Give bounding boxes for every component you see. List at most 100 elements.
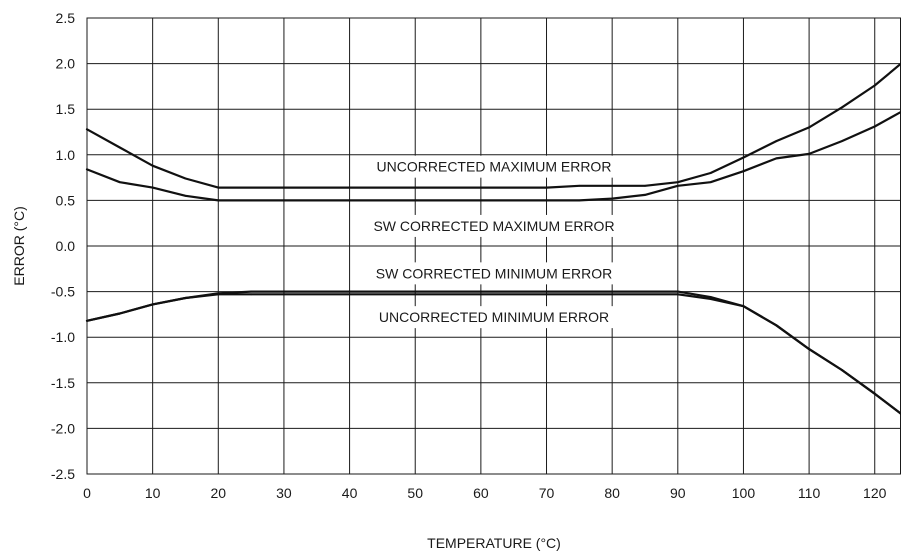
data-point [841,140,843,143]
data-point [283,290,285,293]
data-point [611,290,614,293]
data-point [348,293,351,296]
x-tick-label: 40 [342,485,358,501]
y-axis-title: ERROR (°C) [11,206,27,285]
annotation-background [370,155,618,178]
x-tick-label: 70 [539,485,555,501]
x-tick-label: 120 [863,485,887,501]
data-point [611,197,614,200]
data-point [348,290,351,293]
data-point [873,84,876,87]
data-point [86,168,88,171]
annotation-label: SW CORRECTED MINIMUM ERROR [376,265,612,281]
data-point [118,146,121,149]
y-tick-label: -0.5 [51,284,75,300]
data-point [479,293,482,296]
data-point [414,199,417,202]
x-tick-label: 30 [276,485,292,501]
y-tick-label: 1.5 [56,101,76,117]
data-point [873,392,876,395]
data-point [808,126,810,129]
data-point [479,199,482,202]
series-line [85,110,901,202]
series-1 [85,62,901,189]
annotation-label: UNCORRECTED MAXIMUM ERROR [377,159,612,175]
data-point [151,303,154,306]
x-tick-label: 20 [211,485,227,501]
x-tick-label: 50 [407,485,423,501]
data-point [118,181,121,184]
data-point [348,199,351,202]
data-point [283,199,285,202]
series-line [85,62,901,189]
x-axis-ticks: 0 10 20 30 40 50 60 70 80 90 100 110 120 [83,485,887,501]
y-tick-label: 1.0 [56,147,76,163]
x-axis-title: TEMPERATURE (°C) [427,535,561,551]
grid [86,17,901,475]
annotation-background [367,214,621,237]
data-point [775,140,778,143]
annotation: SW CORRECTED MINIMUM ERROR [369,262,619,285]
y-tick-label: -1.5 [51,375,75,391]
y-tick-label: -2.0 [51,420,75,436]
data-point [184,194,187,197]
data-point [217,199,220,202]
y-tick-label: -1.0 [51,329,75,345]
data-point [742,156,745,159]
series-4 [85,293,901,415]
data-point [742,305,745,308]
data-point [709,297,712,300]
data-point [742,170,745,173]
annotation-background [369,262,619,285]
x-tick-label: 0 [83,485,91,501]
series-layer [85,62,901,415]
data-point [151,164,154,167]
data-point [118,312,121,315]
y-tick-label: -2.5 [51,466,75,482]
data-point [479,186,482,189]
y-tick-label: 2.5 [56,10,76,26]
data-point [250,186,253,189]
annotation: UNCORRECTED MAXIMUM ERROR [370,155,618,178]
data-point [709,172,712,174]
data-point [250,293,253,296]
y-tick-label: 0.5 [56,192,76,208]
series-line [85,293,901,415]
data-point [709,296,712,298]
annotations: UNCORRECTED MAXIMUM ERROR SW CORRECTED MA… [367,155,621,329]
data-point [184,297,187,299]
data-point [676,290,679,293]
data-point [676,181,679,184]
data-point [676,184,679,187]
data-point [545,290,548,293]
data-point [611,293,614,296]
y-tick-label: 0.0 [56,238,76,254]
data-point [775,324,778,327]
annotation: SW CORRECTED MAXIMUM ERROR [367,214,621,237]
data-point [348,186,351,189]
data-point [184,177,187,180]
data-point [808,348,810,350]
annotation-background [372,306,616,329]
series-2 [85,110,901,202]
data-point [250,199,253,202]
data-point [217,186,220,189]
x-tick-label: 90 [670,485,686,501]
data-point [841,369,843,371]
data-point [709,181,712,184]
y-axis-ticks: 2.5 2.0 1.5 1.0 0.5 0.0 -0.5 -1.0 -1.5 -2.0 -2.5 [51,10,75,482]
data-point [578,199,581,202]
data-point [283,186,285,189]
data-point [545,186,548,189]
data-point [414,186,417,189]
x-tick-label: 110 [798,485,821,501]
data-point [578,184,581,187]
data-point [644,184,646,187]
x-tick-label: 10 [145,485,161,501]
data-point [86,319,88,322]
annotation-label: SW CORRECTED MAXIMUM ERROR [373,218,614,234]
data-point [151,186,154,189]
data-point [217,293,220,296]
y-tick-label: 2.0 [56,56,76,72]
